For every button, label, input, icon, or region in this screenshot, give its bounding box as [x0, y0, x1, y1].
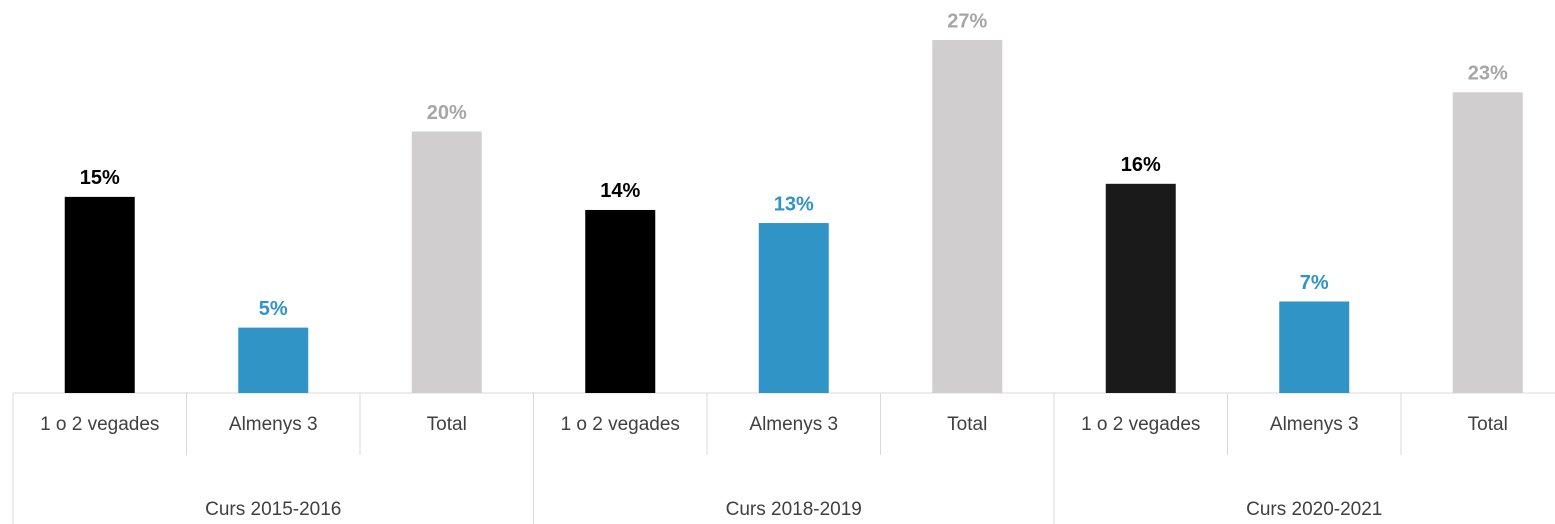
- value-label: 13%: [774, 193, 814, 215]
- x-tick-label: 1 o 2 vegades: [40, 414, 159, 435]
- x-tick-label: 1 o 2 vegades: [1081, 414, 1200, 435]
- bar: [932, 40, 1003, 393]
- x-tick-label: Almenys 3: [229, 414, 318, 435]
- bar: [1279, 301, 1350, 393]
- bar: [1452, 92, 1523, 393]
- group-label: Curs 2015-2016: [205, 499, 341, 520]
- value-label: 5%: [259, 298, 288, 320]
- value-label: 15%: [80, 167, 120, 189]
- value-label: 20%: [427, 102, 467, 124]
- value-label: 16%: [1121, 154, 1161, 176]
- group-label: Curs 2020-2021: [1246, 499, 1382, 520]
- bar: [238, 327, 309, 393]
- value-label: 27%: [947, 10, 987, 32]
- x-tick-label: Almenys 3: [1270, 414, 1359, 435]
- x-tick-label: 1 o 2 vegades: [561, 414, 680, 435]
- x-tick-label: Almenys 3: [749, 414, 838, 435]
- bar: [758, 223, 829, 393]
- bar: [1105, 183, 1176, 393]
- value-label: 23%: [1468, 63, 1508, 85]
- x-tick-label: Total: [1468, 414, 1508, 435]
- x-tick-label: Total: [947, 414, 987, 435]
- group-label: Curs 2018-2019: [726, 499, 862, 520]
- bar: [411, 131, 482, 393]
- value-label: 7%: [1300, 272, 1329, 294]
- bar: [64, 196, 135, 393]
- value-label: 14%: [600, 180, 640, 202]
- bar: [585, 209, 656, 393]
- x-tick-label: Total: [427, 414, 467, 435]
